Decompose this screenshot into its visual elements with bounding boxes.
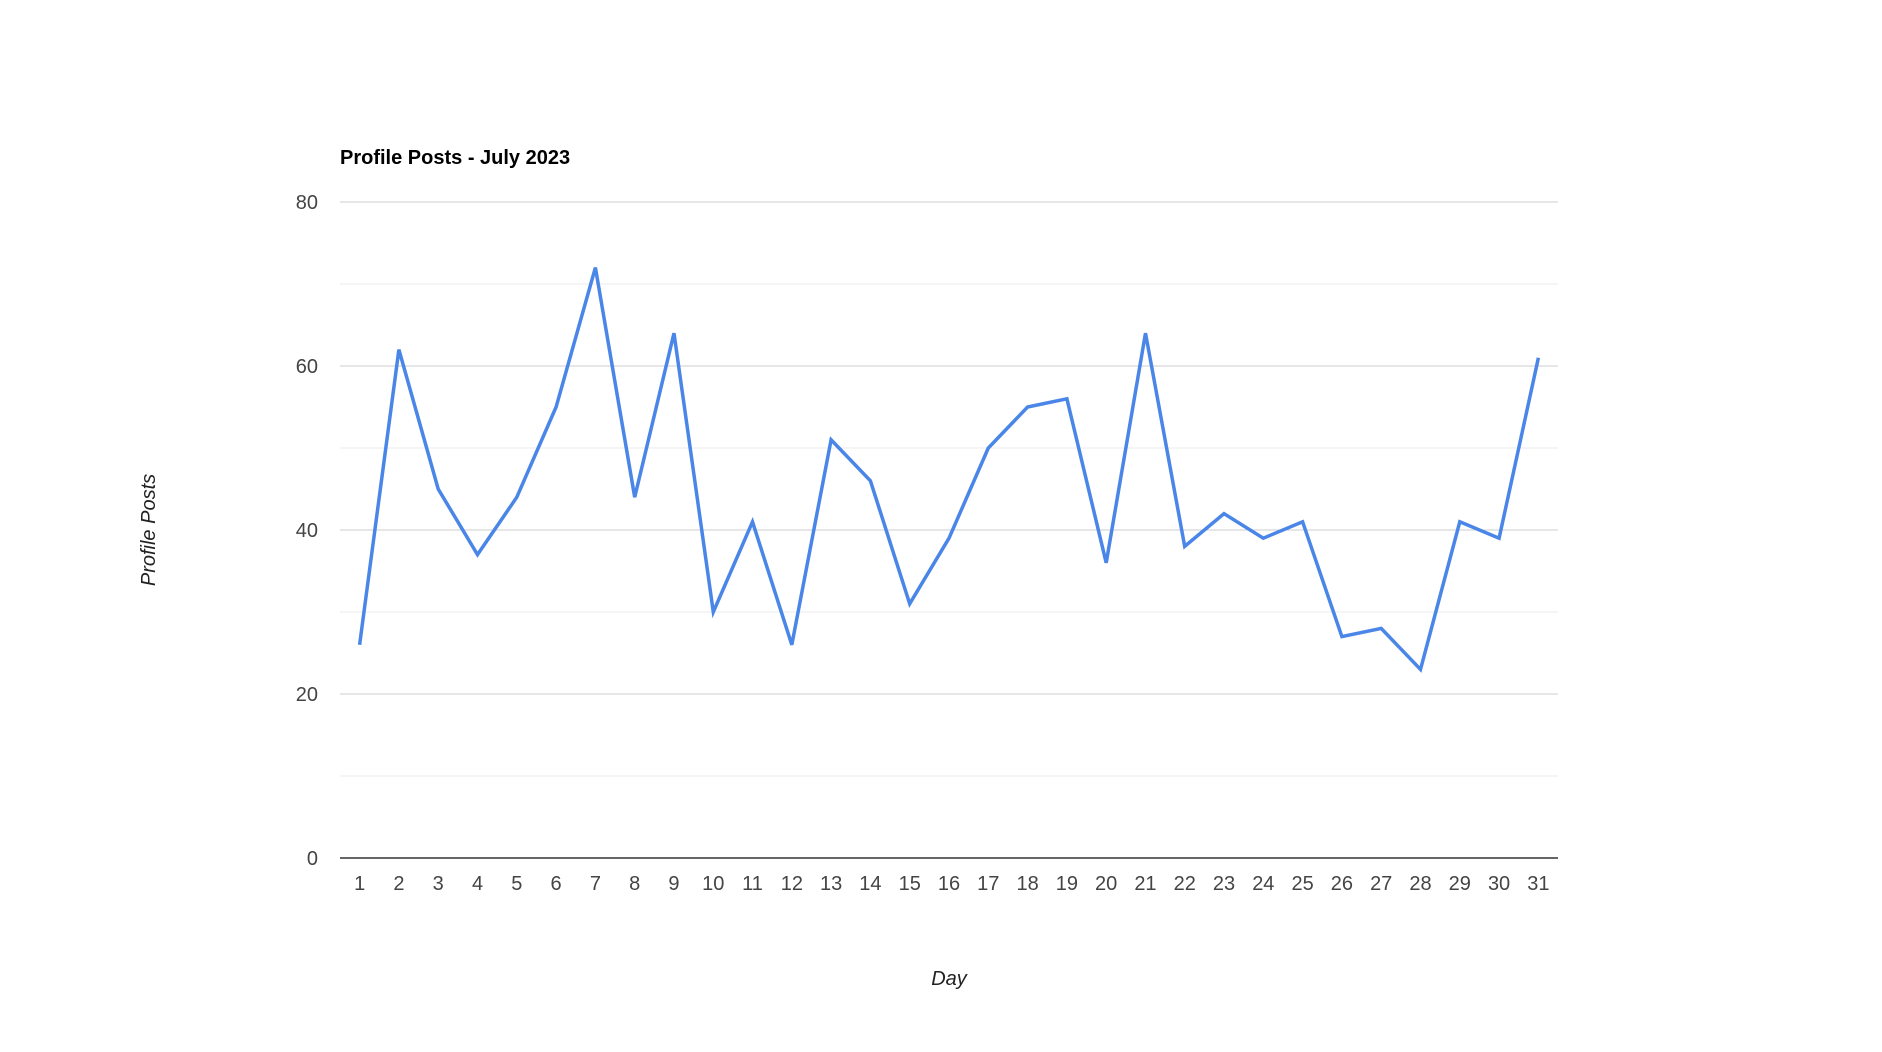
x-tick-label: 9 (668, 873, 679, 895)
x-tick-label: 27 (1370, 873, 1392, 895)
x-tick-label: 2 (393, 873, 404, 895)
x-axis-ticks: 1 2 3 4 5 6 7 8 9 10 11 12 13 14 15 16 17 18 19 20 21 22 23 24 2… (354, 873, 1549, 895)
x-tick-label: 8 (629, 873, 640, 895)
x-tick-label: 6 (551, 873, 562, 895)
y-tick-label: 60 (296, 356, 318, 378)
x-tick-label: 3 (433, 873, 444, 895)
x-tick-label: 30 (1488, 873, 1510, 895)
x-tick-label: 23 (1213, 873, 1235, 895)
x-tick-label: 4 (472, 873, 483, 895)
x-tick-label: 18 (1016, 873, 1038, 895)
x-tick-label: 11 (742, 873, 763, 895)
y-axis-ticks: 0 20 40 60 80 (296, 192, 318, 870)
x-tick-label: 31 (1527, 873, 1549, 895)
x-tick-label: 19 (1056, 873, 1078, 895)
x-tick-label: 1 (354, 873, 365, 895)
x-tick-label: 14 (859, 873, 881, 895)
x-axis-title: Day (931, 968, 968, 990)
x-tick-label: 7 (590, 873, 601, 895)
gridlines (340, 201, 1558, 859)
chart-title: Profile Posts - July 2023 (340, 147, 570, 169)
x-tick-label: 22 (1174, 873, 1196, 895)
y-tick-label: 40 (296, 520, 318, 542)
y-tick-label: 20 (296, 684, 318, 706)
x-tick-label: 12 (781, 873, 803, 895)
x-tick-label: 5 (511, 873, 522, 895)
y-axis-title: Profile Posts (138, 474, 160, 586)
y-tick-label: 80 (296, 192, 318, 214)
x-tick-label: 25 (1291, 873, 1313, 895)
y-tick-label: 0 (307, 848, 318, 870)
x-tick-label: 16 (938, 873, 960, 895)
x-tick-label: 20 (1095, 873, 1117, 895)
series-line-0 (357, 267, 1541, 673)
x-tick-label: 24 (1252, 873, 1274, 895)
x-tick-label: 26 (1331, 873, 1353, 895)
x-tick-label: 13 (820, 873, 842, 895)
x-tick-label: 21 (1134, 873, 1156, 895)
x-tick-label: 10 (702, 873, 724, 895)
x-tick-label: 29 (1449, 873, 1471, 895)
x-tick-label: 17 (977, 873, 999, 895)
x-tick-label: 15 (899, 873, 921, 895)
series-lines (357, 267, 1541, 673)
x-tick-label: 28 (1409, 873, 1431, 895)
